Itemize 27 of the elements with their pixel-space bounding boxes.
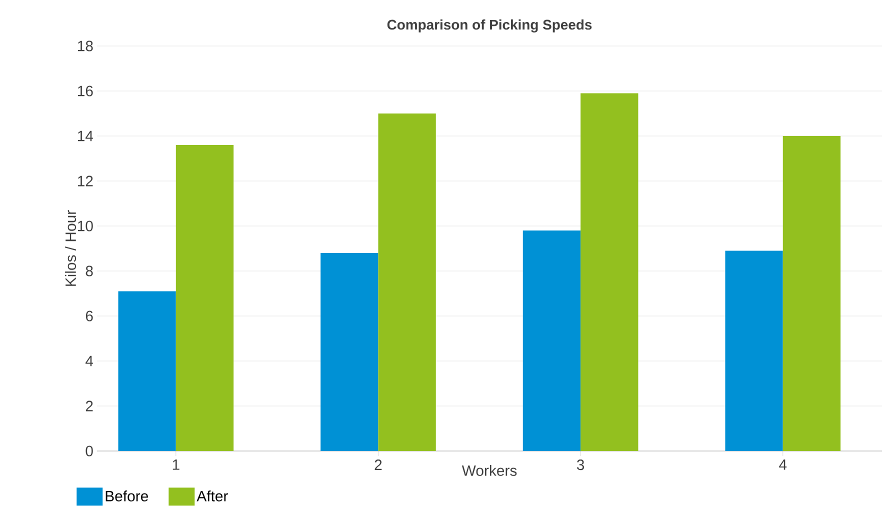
y-tick-label: 12	[78, 176, 93, 186]
y-tick-label: 8	[86, 266, 93, 276]
x-tick-label: 4	[779, 460, 787, 470]
y-tick-label: 4	[86, 356, 94, 366]
y-tick-label: 14	[78, 130, 94, 142]
y-tick-label: 10	[78, 220, 93, 232]
y-tick-label: 2	[86, 400, 93, 412]
chart-title: Comparison of Picking Speeds	[387, 19, 592, 32]
x-tick-label: 3	[576, 460, 584, 470]
y-tick-label: 18	[78, 40, 93, 52]
bar	[378, 113, 436, 451]
y-tick-label: 16	[78, 86, 93, 96]
x-axis-title: Workers	[462, 464, 517, 476]
bar	[522, 230, 581, 451]
bar	[725, 250, 783, 451]
y-tick-label: 0	[86, 446, 93, 456]
bar	[118, 291, 176, 451]
y-axis-title: Kilos / Hour	[65, 210, 76, 286]
x-tick-label: 2	[374, 460, 382, 470]
bar	[176, 145, 234, 451]
bar	[580, 93, 638, 451]
legend-label: Before	[106, 490, 148, 502]
x-tick-label: 1	[172, 460, 180, 470]
bar	[782, 136, 841, 451]
legend-label: After	[196, 490, 228, 502]
bar	[320, 253, 378, 451]
y-tick-label: 6	[86, 310, 93, 322]
